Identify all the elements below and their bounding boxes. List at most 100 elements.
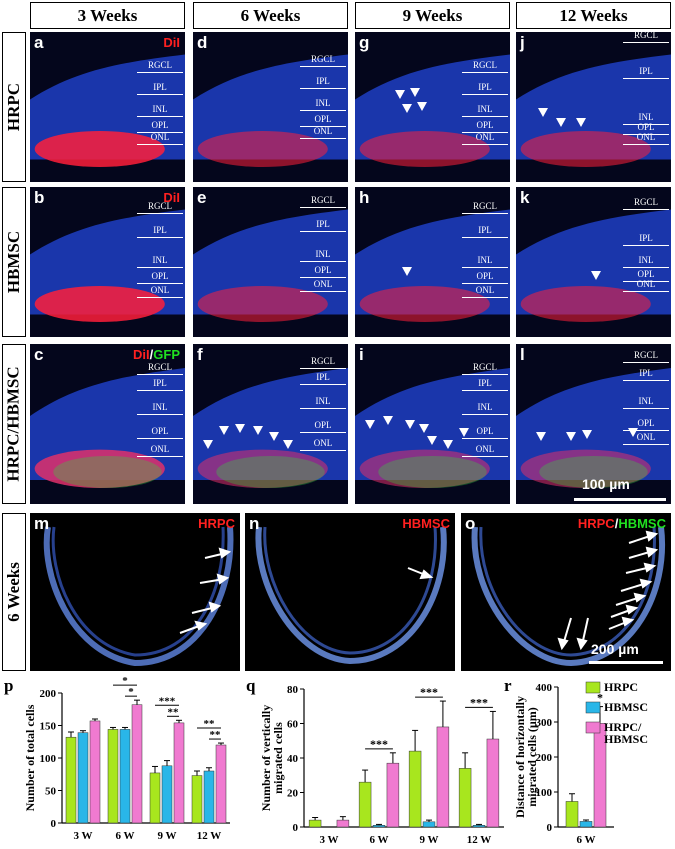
layer-divider [462,237,508,238]
layer-divider [623,430,669,431]
chart-letter-r: r [504,676,512,695]
layer-divider [300,261,346,262]
panel-letter-c: c [34,345,44,364]
layer-label-ipl: IPL [316,372,330,382]
layer-label-rgcl: RGCL [147,201,172,211]
x-tick-label: 12 W [467,834,492,846]
panel-j: j RGCL IPL INL OPL ONL [516,32,671,182]
layer-divider [623,380,669,381]
layer-divider [623,291,669,292]
y-tick-label: 300 [536,717,553,729]
y-axis-label: migrated cells [271,722,285,794]
y-tick-label: 100 [536,787,553,799]
tissue-l [516,368,671,488]
panel-letter-d: d [197,33,208,52]
layer-label-rgcl: RGCL [310,356,335,366]
layer-label-ipl: IPL [639,66,653,76]
layer-label-inl: INL [315,249,331,259]
panel-letter-m: m [34,514,50,533]
bar-hrpc-hbmsc [173,722,185,824]
layer-divider [137,94,183,95]
layer-label-inl: INL [477,255,493,265]
tissue-g [355,54,510,167]
dye-label-c: DiI/GFP [133,347,180,362]
bar-hrpc-hbmsc [436,726,450,828]
bar-hbmsc [472,825,486,828]
bar-hrpc [191,775,203,824]
dye-label-m: HRPC [198,516,235,531]
tissue-c [30,368,185,488]
arrowhead-marker [536,432,546,441]
layer-divider [300,450,346,451]
layer-divider [300,368,346,369]
layer-divider [137,283,183,284]
x-tick-label: 6 W [369,834,388,846]
layer-label-inl: INL [638,255,654,265]
bar-hbmsc [579,821,593,828]
column-header-9-weeks: 9 Weeks [355,2,510,29]
layer-divider [623,281,669,282]
layer-label-onl: ONL [636,432,656,442]
y-tick-label: 60 [287,719,299,731]
arrowhead-marker [417,102,427,111]
significance-label: *** [370,737,388,751]
layer-label-inl: INL [638,112,654,122]
significance-label: *** [420,685,438,699]
arrowhead-marker [556,118,566,127]
layer-divider [623,209,669,210]
panel-letter-g: g [359,33,370,52]
layer-label-onl: ONL [475,285,495,295]
layer-label-ipl: IPL [153,225,167,235]
layer-label-ipl: IPL [478,82,492,92]
layer-divider [137,267,183,268]
row-label-hbmsc: HBMSC [2,187,26,337]
tissue-h [355,209,510,322]
significance-label: * [597,691,603,705]
bar-hrpc-hbmsc [131,704,143,824]
arrowhead-marker [253,426,263,435]
dye-label-b: DiI [163,190,180,205]
arrowhead-marker [459,428,469,437]
panel-i: i RGCL IPL INL OPL ONL [355,344,510,504]
arrowhead-marker [410,88,420,97]
layer-divider [462,390,508,391]
x-tick-label: 12 W [197,830,222,842]
arrowhead-marker [419,424,429,433]
panel-f: f RGCL IPL INL OPL ONL [193,344,348,504]
panel-k: k RGCL IPL INL OPL ONL [516,187,671,337]
panel-letter-e: e [197,188,207,207]
x-tick-label: 6 W [576,834,595,846]
bar-hrpc-hbmsc [486,738,500,828]
scale-label-top: 100 µm [582,476,630,492]
tissue-a [30,54,185,167]
scale-bar-bottom [589,661,663,664]
layer-label-opl: OPL [314,420,332,430]
chart-letter-q: q [246,676,256,695]
layer-divider [300,88,346,89]
layer-label-opl: OPL [476,271,494,281]
retina-section-o [471,526,665,667]
bar-hbmsc [161,765,173,824]
panel-letter-b: b [34,188,45,207]
bar-hrpc [408,750,422,828]
layer-divider [462,132,508,133]
layer-label-inl: INL [152,255,168,265]
arrowhead-marker [538,108,548,117]
layer-label-onl: ONL [313,126,333,136]
layer-label-inl: INL [477,402,493,412]
legend-swatch [585,701,601,714]
y-tick-label: 50 [45,786,57,798]
layer-label-onl: ONL [636,132,656,142]
column-header-12-weeks: 12 Weeks [516,2,671,29]
layer-label-opl: OPL [637,418,655,428]
y-tick-label: 40 [287,753,299,765]
layer-label-onl: ONL [150,132,170,142]
significance-label: *** [159,695,176,707]
panel-letter-j: j [520,33,525,52]
bar-hrpc-hbmsc [215,744,227,824]
layer-divider [462,116,508,117]
layer-label-inl: INL [152,104,168,114]
arrowhead-marker [365,420,375,429]
